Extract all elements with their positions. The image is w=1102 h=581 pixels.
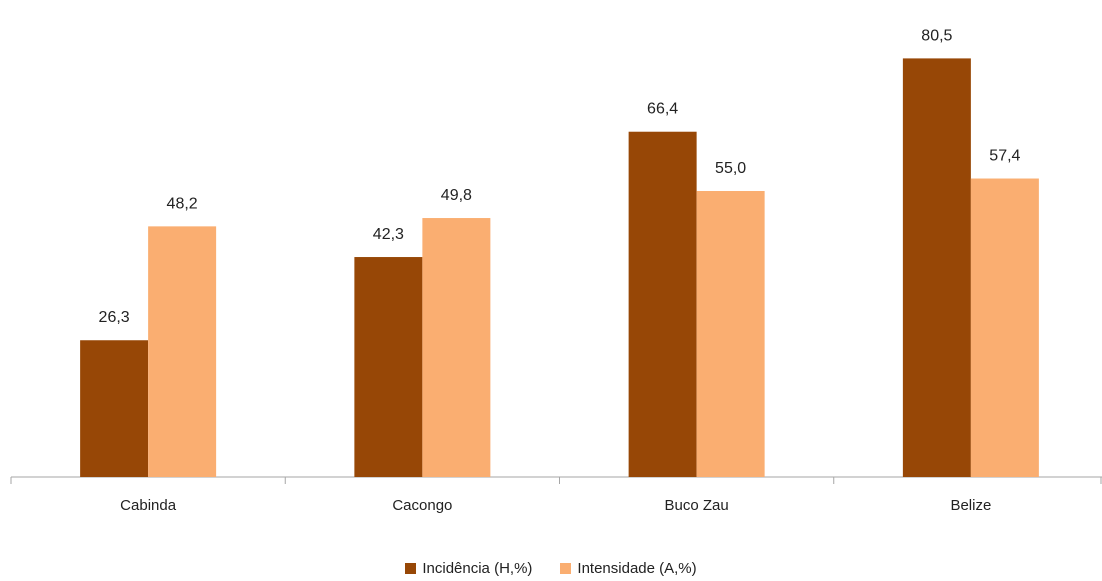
bar-chart: 26,3 48,2 Cabinda 42,3 49,8 Cacongo 66,4 55,0 Bu… (10, 27, 1102, 514)
data-label-intensidade: 49,8 (441, 187, 472, 204)
bar-incidencia (354, 257, 423, 477)
data-label-incidencia: 42,3 (373, 226, 404, 243)
data-label-intensidade: 55,0 (715, 160, 746, 177)
bar-incidencia (80, 340, 149, 477)
x-tick-label: Belize (950, 497, 991, 514)
x-tick-label: Cacongo (392, 497, 452, 514)
legend-item-intensidade: Intensidade (A,%) (560, 560, 697, 577)
bar-incidencia (628, 131, 697, 477)
legend-item-incidencia: Incidência (H,%) (405, 560, 532, 577)
data-label-intensidade: 57,4 (989, 148, 1020, 165)
legend: Incidência (H,%) Intensidade (A,%) (0, 560, 1102, 577)
bar-intensidade (970, 178, 1039, 477)
legend-label-intensidade: Intensidade (A,%) (577, 560, 697, 577)
bar-intensidade (422, 218, 491, 478)
legend-swatch-incidencia (405, 563, 417, 574)
bar-intensidade (148, 226, 217, 477)
data-label-intensidade: 48,2 (167, 195, 198, 212)
x-tick-label: Buco Zau (665, 497, 729, 514)
legend-label-incidencia: Incidência (H,%) (422, 560, 533, 577)
bar-incidencia (902, 58, 971, 478)
bar-intensidade (696, 191, 765, 477)
data-label-incidencia: 80,5 (921, 27, 952, 44)
x-tick-label: Cabinda (120, 497, 177, 514)
data-label-incidencia: 66,4 (647, 101, 678, 118)
legend-swatch-intensidade (560, 563, 572, 574)
data-label-incidencia: 26,3 (99, 309, 130, 326)
